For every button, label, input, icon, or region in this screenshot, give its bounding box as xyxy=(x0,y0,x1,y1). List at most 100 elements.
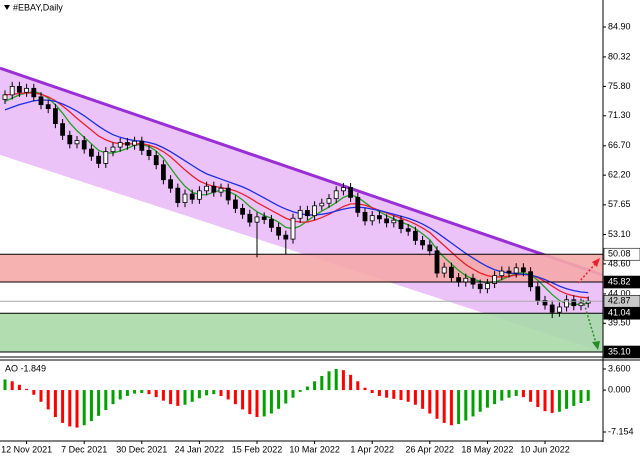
candle-body xyxy=(434,250,440,274)
ao-bar xyxy=(500,390,504,401)
ao-bar xyxy=(205,390,209,396)
ao-bar xyxy=(413,390,417,405)
candle-body xyxy=(24,87,30,93)
ao-bar xyxy=(572,390,576,406)
ao-bar xyxy=(565,390,569,409)
ao-bar xyxy=(507,390,511,398)
ao-bar xyxy=(334,368,338,391)
candle-body xyxy=(2,94,8,100)
ao-bar xyxy=(183,390,187,405)
level-label: 42.87 xyxy=(608,296,631,306)
candle-body xyxy=(571,299,577,307)
candle-body xyxy=(247,213,253,223)
candle-body xyxy=(16,86,22,93)
x-tick-label: 15 Feb 2022 xyxy=(232,444,283,454)
ao-bar xyxy=(485,390,489,408)
ao-bar xyxy=(161,390,165,401)
y-tick-label: 66.70 xyxy=(608,140,631,150)
ao-bar xyxy=(147,390,151,395)
ao-bar xyxy=(349,374,353,391)
ao-bar xyxy=(111,390,115,405)
ao-bar xyxy=(385,390,389,398)
ao-bar xyxy=(464,390,468,421)
candle-body xyxy=(110,146,116,153)
y-tick-label: 75.80 xyxy=(608,81,631,91)
ao-bar xyxy=(471,390,475,417)
candle-body xyxy=(232,199,238,209)
candle-body xyxy=(412,230,418,241)
ao-bar xyxy=(118,390,122,400)
level-label: 45.82 xyxy=(608,276,631,286)
candle-body xyxy=(376,215,382,220)
candle-body xyxy=(175,187,181,203)
level-label: 41.04 xyxy=(608,308,631,318)
ao-bar xyxy=(457,390,461,425)
arrow-up xyxy=(577,258,600,284)
candle-body xyxy=(304,209,310,217)
y-tick-label: 62.20 xyxy=(608,170,631,180)
candle-body xyxy=(196,190,202,200)
candle-body xyxy=(326,198,332,204)
ao-bar xyxy=(255,390,259,418)
level-label-box xyxy=(603,345,640,359)
x-tick-label: 10 Mar 2022 xyxy=(289,444,340,454)
ao-bar xyxy=(190,390,194,402)
ao-bar xyxy=(392,390,396,399)
candle-body xyxy=(297,209,303,219)
x-tick-label: 30 Dec 2021 xyxy=(116,444,167,454)
candle-body xyxy=(384,218,390,224)
candle-body xyxy=(96,155,101,164)
ao-bar xyxy=(320,376,324,391)
candle-body xyxy=(492,275,498,284)
ao-bar xyxy=(284,390,288,404)
candle-body xyxy=(268,219,274,228)
ao-bar xyxy=(269,390,273,414)
candle-body xyxy=(405,228,411,232)
candle-body xyxy=(125,142,130,146)
zone xyxy=(0,313,603,352)
candle-body xyxy=(319,202,325,207)
candle-body xyxy=(160,164,166,181)
ao-bar xyxy=(248,390,252,415)
candle-body xyxy=(254,216,260,223)
ao-bar xyxy=(428,390,432,414)
candle-body xyxy=(521,267,526,273)
candle-body xyxy=(549,304,555,313)
level-label-box xyxy=(603,247,640,261)
candle-body xyxy=(146,149,152,156)
candle-body xyxy=(182,193,188,203)
ao-bar xyxy=(277,390,281,409)
ao-bar xyxy=(154,390,158,398)
candle-body xyxy=(420,240,426,246)
ao-bar xyxy=(176,390,180,406)
chart-title: #EBAY,Daily xyxy=(13,2,63,12)
ao-bar xyxy=(363,387,367,391)
candle-body xyxy=(81,140,87,150)
channel-upper xyxy=(0,66,604,277)
ao-bar xyxy=(305,386,309,391)
candle-body xyxy=(513,267,519,274)
ao-bar xyxy=(370,390,374,394)
ao-bar xyxy=(97,390,101,416)
ao-bar xyxy=(435,390,439,419)
candle-body xyxy=(240,208,246,215)
ao-bar xyxy=(82,390,86,426)
candle-body xyxy=(74,140,80,145)
ao-bar xyxy=(125,390,129,396)
level-label: 35.10 xyxy=(608,346,631,356)
ao-bar xyxy=(514,390,518,396)
candle-body xyxy=(427,244,433,252)
candle-body xyxy=(355,196,361,213)
candle-body xyxy=(456,277,462,283)
y-tick-label: 57.65 xyxy=(608,199,631,209)
y-tick-label: 3.600 xyxy=(608,363,631,373)
y-tick-label: 48.60 xyxy=(608,258,631,268)
y-tick-label: 80.32 xyxy=(608,51,631,61)
candle-body xyxy=(564,299,569,308)
arrow-down xyxy=(582,299,600,350)
x-tick-label: 10 Jun 2022 xyxy=(520,444,570,454)
zone xyxy=(0,254,603,283)
ao-bar xyxy=(557,390,561,412)
level-label-box xyxy=(603,275,640,289)
candle-body xyxy=(218,187,224,193)
